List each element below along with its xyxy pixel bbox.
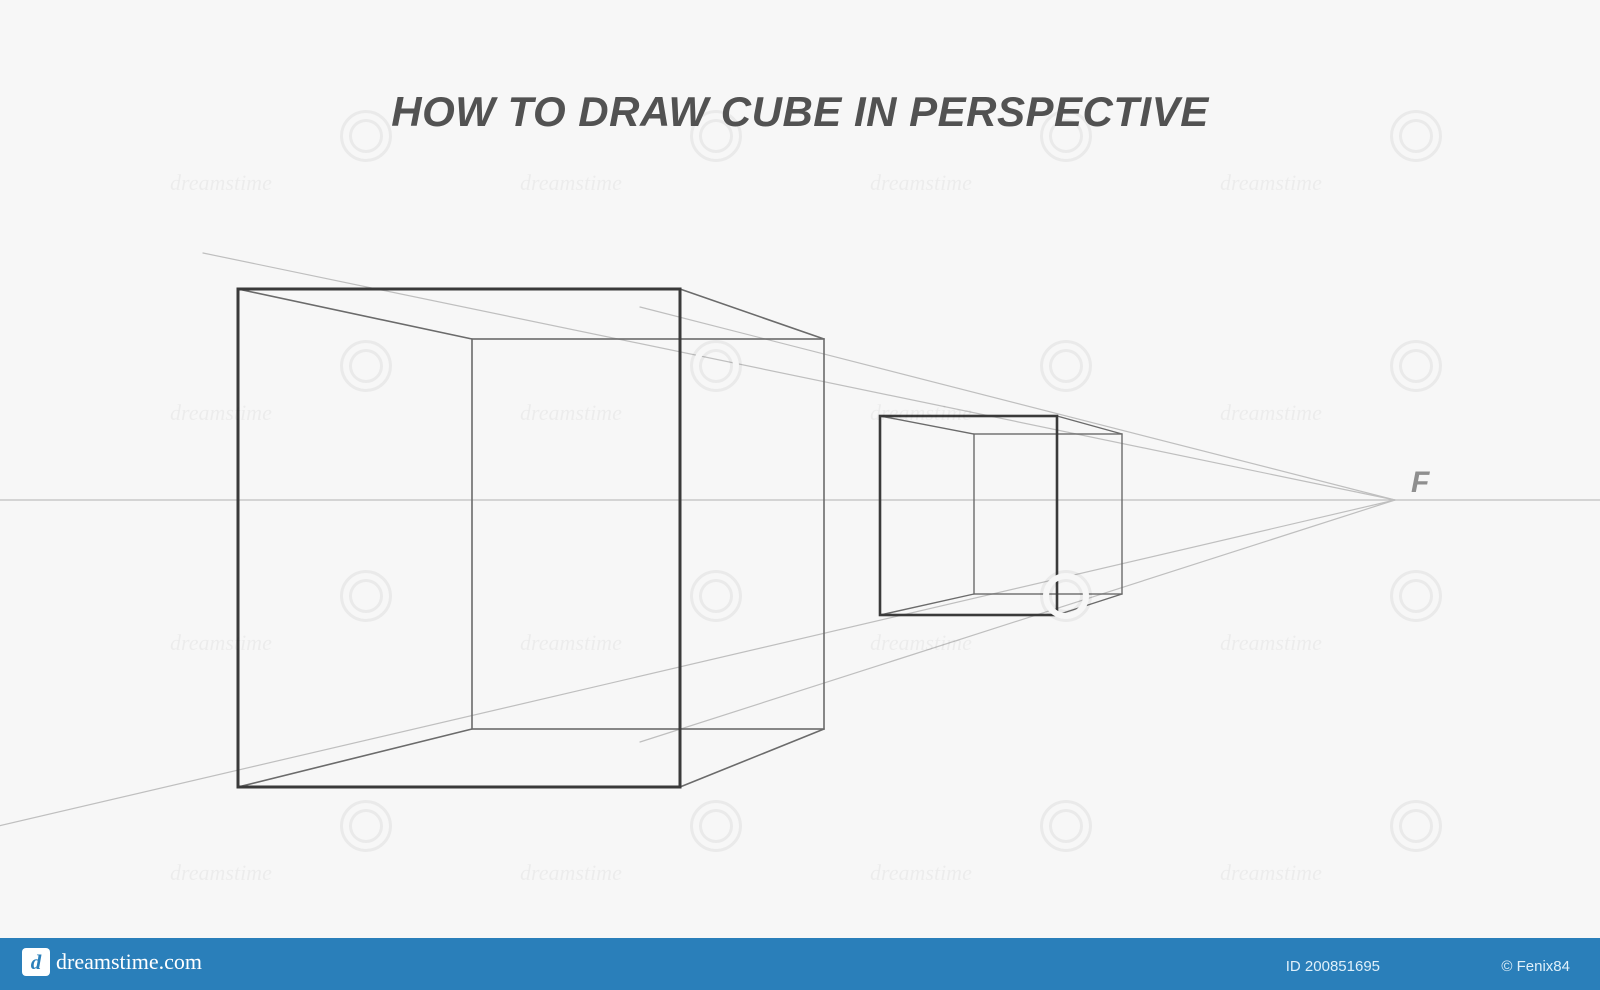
- dreamstime-mark-icon: d: [22, 948, 50, 976]
- footer-credit: © Fenix84: [1501, 958, 1570, 975]
- footer-logo-text: dreamstime.com: [56, 949, 202, 975]
- vanishing-point-label: F: [1411, 466, 1429, 500]
- diagram-canvas: [0, 0, 1600, 990]
- footer-logo: d dreamstime.com: [22, 948, 202, 976]
- footer-image-id: ID 200851695: [1286, 958, 1380, 975]
- page-title: HOW TO DRAW CUBE IN PERSPECTIVE: [0, 88, 1600, 136]
